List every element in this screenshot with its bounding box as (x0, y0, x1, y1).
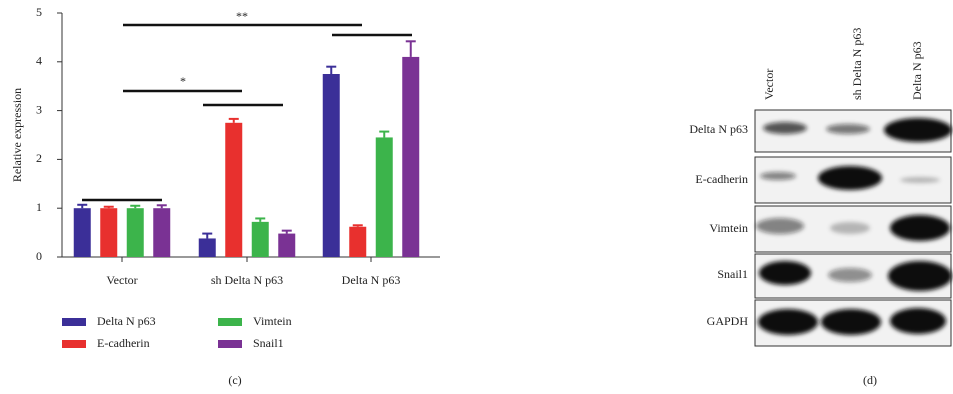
x-tick-label: Delta N p63 (342, 273, 401, 287)
bar (127, 208, 144, 257)
bar (278, 234, 295, 257)
y-tick-label: 5 (36, 5, 42, 19)
legend-label: Delta N p63 (97, 314, 156, 328)
caption: (d) (863, 373, 877, 387)
bar (349, 227, 366, 257)
caption: (c) (228, 373, 241, 387)
y-tick-label: 2 (36, 151, 42, 165)
bar (252, 222, 269, 257)
bar (74, 208, 91, 257)
bar (376, 137, 393, 257)
x-tick-label: Vector (106, 273, 137, 287)
blot-row-label: GAPDH (707, 314, 749, 328)
bar (153, 208, 170, 257)
y-tick-label: 3 (36, 102, 42, 116)
bar (199, 238, 216, 257)
bar (225, 123, 242, 257)
legend-swatch (62, 318, 86, 326)
blot-row-label: Snail1 (717, 267, 748, 281)
x-tick-label: sh Delta N p63 (211, 273, 283, 287)
bar (402, 57, 419, 257)
significance: ** (236, 9, 248, 23)
legend-label: Snail1 (253, 336, 284, 350)
blot (755, 110, 952, 346)
y-axis-label: Relative expression (10, 88, 24, 182)
legend-swatch (62, 340, 86, 348)
blot-column-label: sh Delta N p63 (850, 28, 864, 100)
legend-swatch (218, 340, 242, 348)
blot-row-label: Vimtein (709, 221, 748, 235)
legend-label: Vimtein (253, 314, 292, 328)
significance-lines (82, 25, 412, 200)
bar (100, 208, 117, 257)
significance: * (180, 74, 186, 88)
bar (323, 74, 340, 257)
y-tick-label: 1 (36, 200, 42, 214)
blot-column-label: Vector (762, 69, 776, 100)
blot-row-label: Delta N p63 (689, 122, 748, 136)
blot-column-label: Delta N p63 (910, 41, 924, 100)
figure: Relative expression ** * (c) (d) 0 1 2 3 4 5 V… (0, 0, 953, 394)
y-tick-label: 4 (36, 54, 42, 68)
blot-row-label: E-cadherin (695, 172, 748, 186)
y-tick-label: 0 (36, 249, 42, 263)
legend-swatch (218, 318, 242, 326)
legend-label: E-cadherin (97, 336, 150, 350)
